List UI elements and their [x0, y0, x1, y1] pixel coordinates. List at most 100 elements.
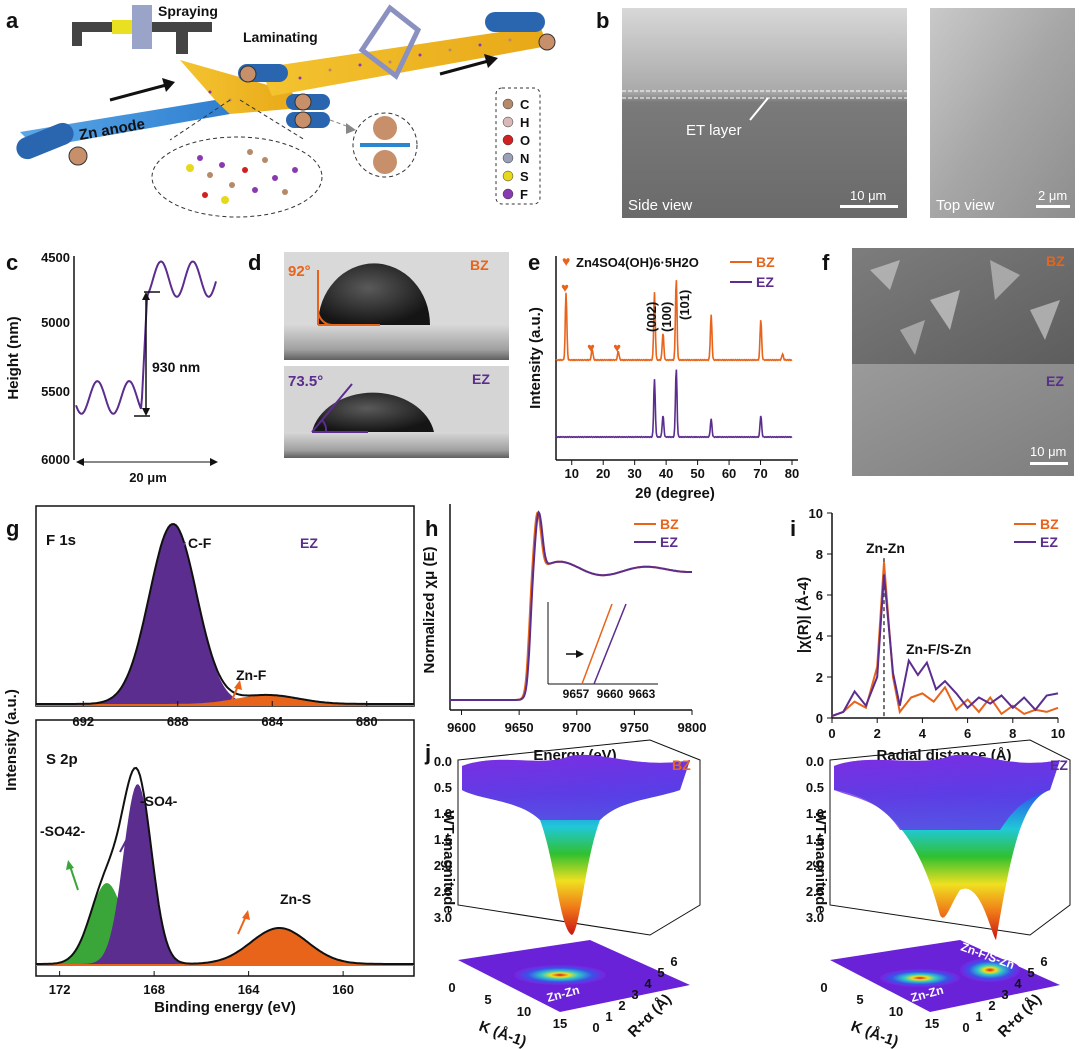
roller-zoom-top [373, 116, 397, 140]
g-so42-peak [36, 883, 414, 966]
j2-z-ticks: 0.0 0.5 1.0 1.5 2.0 2.5 3.0 [806, 754, 824, 925]
j2-contour-peak-2 [960, 958, 1020, 982]
e-bz-pattern [555, 280, 793, 362]
j1-box [457, 739, 701, 936]
spray-gun-handle [72, 32, 82, 46]
scale-side-label: 10 μm [850, 188, 886, 203]
film-particles [208, 38, 512, 102]
e-marker-heart-1: ♥ [587, 340, 595, 355]
j2-rtick-6: 6 [1040, 954, 1047, 969]
h-inset [548, 602, 658, 686]
h-inset-arrowhead [576, 650, 584, 658]
j2-ktick-1: 5 [856, 992, 863, 1007]
j2-ztick-2: 1.0 [806, 806, 824, 821]
sem-top-view-image [930, 8, 1075, 218]
c-step-label: 930 nm [152, 359, 200, 375]
spray-gun-arm [152, 22, 212, 32]
scale-top-label: 2 μm [1038, 188, 1067, 203]
et-layer-arrow [749, 97, 769, 121]
molecule-cluster [186, 149, 298, 204]
j2-rtick-1: 1 [975, 1009, 982, 1024]
g-znf-label: Zn-F [236, 667, 267, 683]
j1-ktick-3: 15 [553, 1016, 567, 1031]
h-ez-spectrum [450, 510, 692, 701]
j2-ztick-4: 2.0 [806, 858, 824, 873]
e-xtick-50: 50 [690, 466, 704, 481]
roller-pair-1-end [294, 93, 312, 111]
element-legend-dot-O [502, 134, 514, 146]
i-xtick-0: 0 [828, 726, 835, 741]
j1-bz-label: BZ [672, 757, 691, 773]
panel-label-c: c [6, 250, 18, 275]
spray-gun-nozzle [112, 20, 134, 34]
j1-k-ticks: 0 5 10 15 [448, 980, 567, 1031]
i-bz-line [831, 562, 1059, 717]
h-xtick-9750: 9750 [620, 720, 649, 735]
g-zns-arrow [237, 915, 247, 935]
g-f1s-tick-684: 684 [261, 714, 283, 729]
i-legend-bz: BZ [1040, 516, 1059, 532]
f-bz-label: BZ [1046, 253, 1065, 269]
g-cf-label: C-F [188, 535, 212, 551]
c-step-arrow-down [142, 408, 150, 416]
j2-contour-peak-1 [880, 969, 960, 987]
f-scale-label: 10 μm [1030, 444, 1066, 459]
element-legend-dot-N [502, 152, 514, 164]
c-ytick-6000: 6000 [41, 452, 70, 467]
i-ytick-6: 6 [816, 588, 823, 603]
g-f1s-tick-680: 680 [356, 714, 378, 729]
panel-j-wavelet-ez: EZ Zn-Zn Zn-F/S-Zn WT-magnitude 0.00.51.… [806, 739, 1071, 1049]
i-ytick-4: 4 [816, 629, 824, 644]
spray-gun-plate [132, 5, 152, 49]
flow-arrow-left [109, 82, 171, 102]
g-s2p-frame [35, 719, 415, 977]
panel-label-f: f [822, 250, 830, 275]
i-ytick-10: 10 [809, 506, 823, 521]
g-s2p-tick-168: 168 [143, 982, 165, 997]
i-ytick-0: 0 [816, 711, 823, 726]
h-legend-bz: BZ [660, 516, 679, 532]
panel-label-b: b [596, 8, 609, 33]
element-legend-label-H: H [520, 115, 529, 130]
spray-gun-tip [176, 32, 188, 54]
d-ez-substrate [284, 432, 509, 458]
d-bz-angle-arc [316, 309, 333, 326]
j2-ztick-1: 0.5 [806, 780, 824, 795]
e-xtick-30: 30 [627, 466, 641, 481]
j1-rtick-5: 5 [657, 965, 664, 980]
panel-c-chart: 4500 5000 5500 6000 Height (nm) 930 nm 2… [5, 250, 218, 485]
roller-zoom-circle [352, 112, 418, 178]
i-y-label: |χ(R)| (Å-4) [795, 577, 812, 653]
j1-rtick-6: 6 [670, 954, 677, 969]
j1-rtick-3: 3 [631, 987, 638, 1002]
panel-label-i: i [790, 516, 796, 541]
h-inset-tick-9663: 9663 [629, 687, 656, 701]
panel-label-j: j [424, 740, 431, 765]
e-xtick-40: 40 [659, 466, 673, 481]
d-ez-label: EZ [472, 371, 490, 387]
zoom-line-2 [239, 99, 306, 141]
e-marker-legend-label: Zn4SO4(OH)6·5H2O [576, 255, 699, 270]
c-y-label: Height (nm) [5, 316, 22, 399]
h-legend-ez: EZ [660, 534, 678, 550]
h-xtick-9700: 9700 [562, 720, 591, 735]
e-marker-heart-2: ♥ [613, 340, 621, 355]
d-ez-droplet [312, 392, 434, 432]
f-ez-image [852, 364, 1074, 476]
j1-rtick-0: 0 [592, 1020, 599, 1035]
d-ez-tangent [311, 383, 353, 433]
g-x-label: Binding energy (eV) [154, 999, 296, 1016]
j2-ztick-0: 0.0 [806, 754, 824, 769]
i-xtick-4: 4 [919, 726, 927, 741]
j2-box [829, 739, 1071, 936]
i-znfs-label: Zn-F/S-Zn [906, 641, 971, 657]
h-inset-ez [593, 603, 627, 685]
roller-left [16, 122, 74, 160]
g-f1s-label: F 1s [46, 532, 76, 549]
g-s2p-tick-160: 160 [332, 982, 354, 997]
roller-right-end [538, 33, 556, 51]
g-cf-peak [36, 524, 414, 706]
roller-right [485, 12, 545, 32]
roller-pair-2-end [294, 111, 312, 129]
